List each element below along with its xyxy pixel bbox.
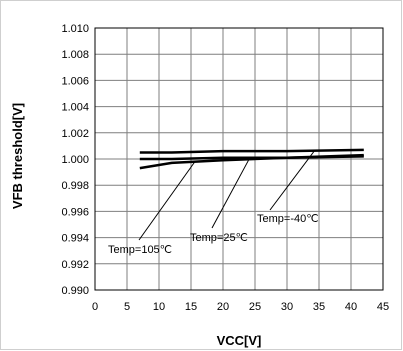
x-tick-label: 20 xyxy=(217,301,229,313)
grid xyxy=(94,27,384,291)
x-tick-label: 10 xyxy=(153,301,165,313)
plot-border xyxy=(94,27,384,291)
x-tick-label: 15 xyxy=(185,301,197,313)
annotation-label: Temp=25℃ xyxy=(190,232,248,244)
y-tick-label: 0.992 xyxy=(61,259,89,271)
annotation-labels: Temp=105℃ Temp=25℃ Temp=-40℃ xyxy=(108,213,319,256)
x-tick-label: 0 xyxy=(92,301,98,313)
annotation-label: Temp=105℃ xyxy=(108,244,172,256)
x-tick-label: 5 xyxy=(124,301,130,313)
y-tick-label: 0.998 xyxy=(61,180,89,192)
series-line xyxy=(139,153,364,161)
y-axis-title: VFB threshold[V] xyxy=(10,103,25,209)
y-tick-label: 1.000 xyxy=(61,154,89,166)
y-tick-label: 1.008 xyxy=(61,49,89,61)
x-tick-label: 45 xyxy=(377,301,389,313)
annotation-leaders xyxy=(138,150,315,241)
y-tick-label: 1.002 xyxy=(61,128,89,140)
x-tick-label: 30 xyxy=(281,301,293,313)
y-tick-label: 0.990 xyxy=(61,285,89,297)
annotation-leader xyxy=(211,157,251,229)
series-line xyxy=(139,148,364,154)
x-tick-label: 25 xyxy=(249,301,261,313)
x-tick-label: 40 xyxy=(345,301,357,313)
annotation-leader xyxy=(138,161,196,241)
annotation-label: Temp=-40℃ xyxy=(257,213,319,225)
y-tick-label: 1.006 xyxy=(61,75,89,87)
x-tick-label: 35 xyxy=(313,301,325,313)
y-tick-label: 0.994 xyxy=(61,233,89,245)
y-tick-label: 1.004 xyxy=(61,102,89,114)
y-tick-label: 0.996 xyxy=(61,206,89,218)
tick-labels: 0 5 10 15 20 25 30 35 40 45 0.990 0.992 0.994 0.996 0.… xyxy=(61,23,389,313)
y-tick-label: 1.010 xyxy=(61,23,89,35)
x-axis-title: VCC[V] xyxy=(217,333,262,348)
annotation-leader xyxy=(269,150,315,211)
series-lines xyxy=(139,148,364,170)
